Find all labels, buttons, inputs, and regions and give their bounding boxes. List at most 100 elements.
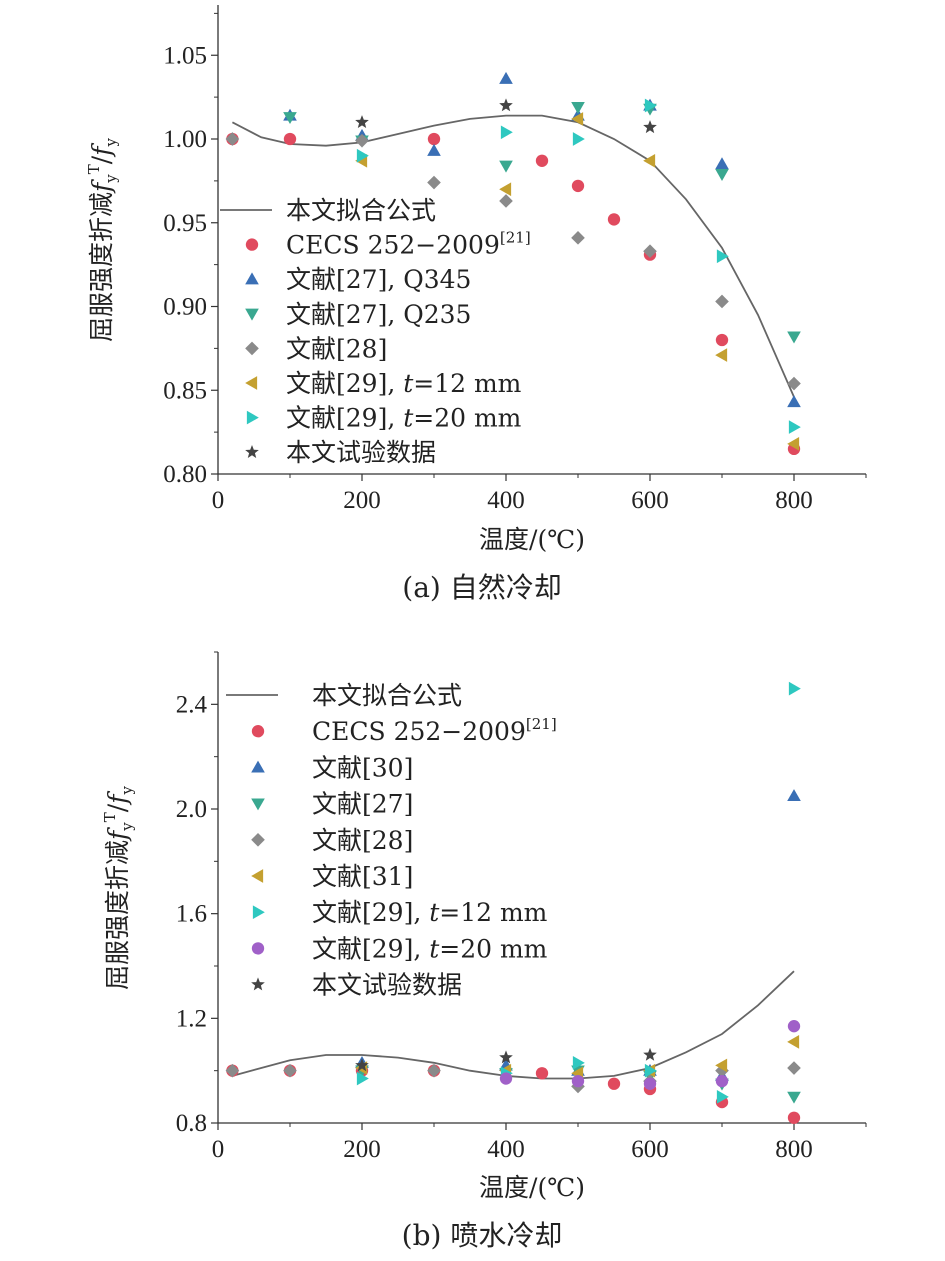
data-point — [644, 1063, 657, 1078]
x-tick-label: 800 — [775, 1136, 813, 1163]
legend-label: 本文试验数据 — [312, 971, 462, 1000]
x-tick-label: 200 — [343, 487, 381, 514]
data-point — [355, 133, 369, 148]
data-point — [715, 294, 729, 309]
legend-label: 文献[30] — [312, 753, 413, 782]
legend-label: CECS 252−2009[21] — [312, 715, 557, 746]
series-3 — [225, 132, 801, 391]
data-point — [283, 112, 297, 125]
data-point — [355, 1058, 369, 1072]
data-point — [427, 175, 441, 190]
data-point — [787, 437, 800, 451]
data-point — [571, 112, 584, 126]
x-tick-label: 0 — [212, 487, 225, 514]
legend-label: 文献[27], Q345 — [286, 265, 471, 294]
legend-swatch — [251, 869, 264, 883]
y-tick-label: 2.0 — [176, 796, 207, 823]
legend-swatch — [245, 238, 259, 251]
y-tick-label: 0.8 — [176, 1110, 207, 1137]
series-5 — [356, 98, 801, 434]
x-tick-label: 400 — [487, 487, 525, 514]
data-point — [716, 1090, 729, 1104]
data-point — [788, 681, 801, 696]
data-point — [571, 102, 585, 114]
data-point — [715, 348, 728, 362]
data-point — [787, 331, 801, 344]
y-tick-label: 0.80 — [163, 461, 207, 488]
data-point — [571, 1074, 585, 1088]
y-tick-label: 1.05 — [163, 42, 207, 69]
data-point — [535, 154, 549, 167]
y-tick-label: 1.6 — [176, 901, 207, 928]
data-point — [787, 1111, 801, 1124]
data-point — [427, 1063, 441, 1078]
series-4 — [355, 1035, 800, 1081]
series-0 — [226, 1064, 801, 1124]
x-tick-label: 400 — [487, 1136, 525, 1163]
fit-curve — [231, 114, 795, 398]
data-point — [607, 213, 621, 226]
data-point — [572, 132, 585, 146]
data-point — [225, 132, 240, 146]
legend: 本文拟合公式 CECS 252−2009[21] 文献[30] 文献[27] 文献[28… — [226, 681, 557, 1000]
data-point — [499, 1072, 513, 1085]
legend-label: 文献[28] — [312, 826, 413, 855]
data-point — [355, 115, 369, 129]
chart-natural-cooling: 0 200 400 600 800 0.80 0.85 0.90 0.95 1.00 1.05 温度/… — [85, 5, 867, 604]
data-point — [788, 420, 801, 434]
chart-water-cooling: 0 200 400 600 800 0.8 1.2 1.6 2.0 2.4 温度/(℃) 屈服强度折减… — [101, 651, 867, 1252]
legend-label: 文献[29], t=20 mm — [286, 404, 522, 433]
x-tick-label: 800 — [775, 487, 813, 514]
series-6 — [499, 1020, 801, 1090]
legend-swatch — [251, 942, 265, 955]
y-tick-label: 1.00 — [163, 126, 207, 153]
y-tick-label: 2.4 — [176, 691, 208, 718]
data-point — [787, 789, 801, 802]
data-point — [535, 1067, 549, 1080]
legend-label: 本文试验数据 — [286, 438, 436, 467]
legend-swatch — [245, 308, 259, 321]
x-tick-label: 600 — [631, 487, 669, 514]
x-axis-label: 温度/(℃) — [479, 525, 585, 554]
data-point — [787, 1020, 801, 1033]
x-axis-label: 温度/(℃) — [479, 1173, 585, 1202]
data-point — [499, 194, 513, 208]
data-point — [787, 1091, 801, 1104]
data-point — [283, 132, 297, 146]
legend-swatch — [251, 725, 265, 738]
legend-label: 文献[27], Q235 — [286, 300, 471, 329]
data-point — [356, 1071, 369, 1086]
data-point — [283, 1063, 297, 1078]
series-6 — [355, 98, 657, 134]
legend-label: 文献[29], t=12 mm — [312, 898, 548, 927]
figure-caption: (b) 喷水冷却 — [402, 1219, 563, 1252]
data-point — [643, 1047, 657, 1061]
data-point — [571, 231, 585, 245]
y-tick-label: 0.90 — [163, 294, 207, 321]
legend-label: 文献[27] — [312, 790, 413, 819]
legend-swatch — [252, 905, 265, 920]
data-point — [572, 1055, 585, 1070]
data-point — [499, 1050, 513, 1064]
data-point — [715, 1074, 729, 1088]
data-point — [500, 125, 513, 140]
legend-label: 本文拟合公式 — [286, 196, 436, 225]
series-7 — [355, 1047, 657, 1072]
legend-swatch — [251, 977, 265, 991]
legend-swatch — [251, 832, 265, 847]
legend-swatch — [245, 376, 258, 390]
legend-label: 文献[29], t=12 mm — [286, 369, 522, 398]
data-point — [715, 169, 729, 181]
legend-label: 文献[31] — [312, 862, 413, 891]
y-tick-label: 1.2 — [176, 1005, 207, 1032]
y-axis-label: 屈服强度折减fyT/fy — [101, 786, 136, 990]
data-point — [499, 160, 513, 173]
data-point — [715, 1058, 728, 1073]
legend-swatch — [251, 798, 265, 811]
y-tick-label: 0.95 — [163, 210, 207, 237]
legend-swatch — [245, 272, 259, 285]
data-point — [715, 157, 729, 170]
data-point — [643, 153, 656, 168]
legend-label: CECS 252−2009[21] — [286, 229, 531, 260]
data-point — [787, 1035, 800, 1049]
